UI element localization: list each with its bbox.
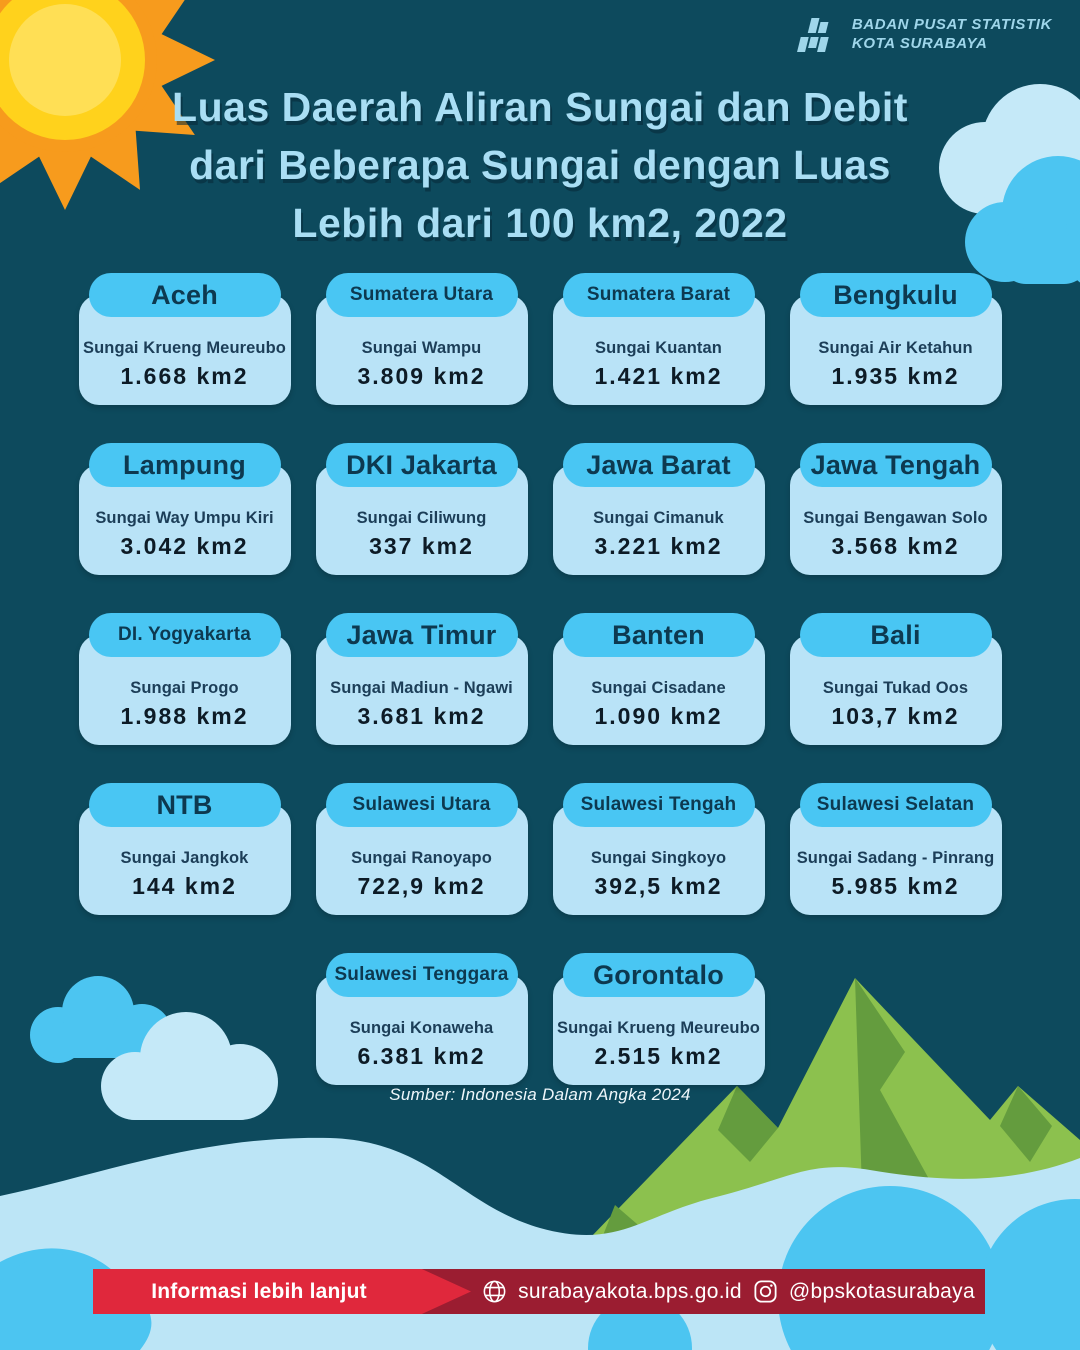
river-name: Sungai Way Umpu Kiri [95, 509, 274, 527]
river-name: Sungai Singkoyo [590, 849, 727, 867]
river-area-value: 1.935 km2 [831, 363, 960, 389]
river-area-value: 337 km2 [369, 533, 474, 559]
globe-icon [483, 1280, 506, 1303]
river-name: Sungai Krueng Meureubo [83, 339, 286, 357]
province-card: Sungai Cimanuk 3.221 km2 Jawa Barat [552, 443, 765, 575]
province-card: Sungai Konaweha 6.381 km2 Sulawesi Tenggar… [315, 953, 528, 1085]
river-area-value: 1.668 km2 [120, 363, 249, 389]
river-area-value: 3.042 km2 [120, 533, 249, 559]
river-area-value: 3.809 km2 [357, 363, 486, 389]
bps-logo-mark-icon [796, 18, 829, 52]
province-card: Sungai Madiun - Ngawi 3.681 km2 Jawa Timur [315, 613, 528, 745]
river-area-value: 392,5 km2 [594, 873, 723, 899]
river-area-value: 6.381 km2 [357, 1043, 486, 1069]
province-pill: Sulawesi Tengah [562, 783, 755, 827]
title-line-1: Luas Daerah Aliran Sungai dan Debit [172, 84, 908, 130]
river-name: Sungai Jangkok [120, 849, 249, 867]
river-area-value: 3.568 km2 [831, 533, 960, 559]
province-pill: Lampung [88, 443, 281, 487]
province-pill: DKI Jakarta [325, 443, 518, 487]
info-banner: Informasi lebih lanjut [93, 1269, 471, 1314]
title-line-2: dari Beberapa Sungai dengan Luas [189, 142, 891, 189]
province-pill: Sumatera Utara [325, 273, 518, 317]
river-area-value: 1.421 km2 [594, 363, 723, 389]
instagram-link[interactable]: @bpskotasurabaya [752, 1278, 975, 1305]
river-name: Sungai Ranoyapo [351, 849, 492, 867]
bps-logo: BADAN PUSAT STATISTIK KOTA SURABAYA [796, 16, 1052, 54]
province-card: Sungai Kuantan 1.421 km2 Sumatera Barat [552, 273, 765, 405]
province-pill: Jawa Barat [562, 443, 755, 487]
river-area-value: 722,9 km2 [357, 873, 486, 899]
river-name: Sungai Cimanuk [593, 509, 724, 527]
province-pill: Bali [799, 613, 992, 657]
river-name: Sungai Krueng Meureubo [557, 1019, 760, 1037]
website-label: surabayakota.bps.go.id [518, 1279, 742, 1303]
source-note: Sumber: Indonesia Dalam Angka 2024 [389, 1085, 691, 1104]
province-pill: Jawa Tengah [799, 443, 992, 487]
bps-logo-line2: KOTA SURABAYA [851, 35, 988, 52]
river-name: Sungai Kuantan [595, 339, 722, 357]
river-name: Sungai Cisadane [591, 679, 726, 697]
province-card: Sungai Bengawan Solo 3.568 km2 Jawa Tengah [789, 443, 1002, 575]
province-cards-grid: Sungai Krueng Meureubo 1.668 km2 Aceh Sunga… [78, 273, 1002, 1085]
river-area-value: 1.090 km2 [594, 703, 723, 729]
province-card: Sungai Tukad Oos 103,7 km2 Bali [789, 613, 1002, 745]
website-link[interactable]: surabayakota.bps.go.id [481, 1278, 742, 1305]
card-body: Sungai Cisadane 1.090 km2 [552, 635, 765, 745]
instagram-label: @bpskotasurabaya [788, 1279, 975, 1303]
province-pill: Gorontalo [562, 953, 755, 997]
river-name: Sungai Tukad Oos [822, 679, 969, 697]
cloud-top-right-icon [939, 84, 1080, 284]
province-pill: Sulawesi Selatan [799, 783, 992, 827]
province-card: Sungai Jangkok 144 km2 NTB [78, 783, 291, 915]
bps-logo-line1: BADAN PUSAT STATISTIK [851, 16, 1052, 34]
province-pill: Bengkulu [799, 273, 992, 317]
river-name: Sungai Ciliwung [356, 509, 487, 527]
province-card: Sungai Krueng Meureubo 1.668 km2 Aceh [78, 273, 291, 405]
province-pill: Sumatera Barat [562, 273, 755, 317]
province-card: Sungai Ciliwung 337 km2 DKI Jakarta [315, 443, 528, 575]
province-card: Sungai Air Ketahun 1.935 km2 Bengkulu [789, 273, 1002, 405]
province-pill: Jawa Timur [325, 613, 518, 657]
province-card: Sungai Krueng Meureubo 2.515 km2 Gorontalo [552, 953, 765, 1085]
province-card: Sungai Singkoyo 392,5 km2 Sulawesi Tengah [552, 783, 765, 915]
title-line-3: Lebih dari 100 km2, 2022 [292, 200, 788, 247]
province-card: Sungai Progo 1.988 km2 DI. Yogyakarta [78, 613, 291, 745]
province-pill: Sulawesi Tenggara [325, 953, 518, 997]
river-area-value: 1.988 km2 [120, 703, 249, 729]
cloud-bottom-left-icon [30, 976, 278, 1120]
footer-links: surabayakota.bps.go.id @bpskotasurabaya [471, 1278, 985, 1305]
river-name: Sungai Sadang - Pinrang [796, 849, 995, 867]
province-pill: NTB [88, 783, 281, 827]
river-area-value: 5.985 km2 [831, 873, 960, 899]
river-name: Sungai Air Ketahun [818, 339, 973, 357]
province-pill: Sulawesi Utara [325, 783, 518, 827]
river-name: Sungai Bengawan Solo [803, 509, 988, 527]
province-card: Sungai Cisadane 1.090 km2 Banten [552, 613, 765, 745]
river-area-value: 3.681 km2 [357, 703, 486, 729]
province-pill: Banten [562, 613, 755, 657]
river-name: Sungai Wampu [361, 339, 482, 357]
river-name: Sungai Madiun - Ngawi [330, 679, 513, 697]
province-card: Sungai Wampu 3.809 km2 Sumatera Utara [315, 273, 528, 405]
bps-logo-text: BADAN PUSAT STATISTIK KOTA SURABAYA [852, 16, 1052, 54]
river-area-value: 144 km2 [132, 873, 237, 899]
page-title: Luas Daerah Aliran Sungai dan Debit dari… [0, 78, 1080, 253]
province-pill: DI. Yogyakarta [88, 613, 281, 657]
province-card: Sungai Way Umpu Kiri 3.042 km2 Lampung [78, 443, 291, 575]
river-area-value: 2.515 km2 [594, 1043, 723, 1069]
footer-bar: Informasi lebih lanjut surabayakota.bps.… [93, 1269, 985, 1314]
river-name: Sungai Progo [130, 679, 239, 697]
instagram-icon [754, 1280, 777, 1303]
province-card: Sungai Ranoyapo 722,9 km2 Sulawesi Utara [315, 783, 528, 915]
province-card: Sungai Sadang - Pinrang 5.985 km2 Sulawesi… [789, 783, 1002, 915]
river-name: Sungai Konaweha [349, 1019, 494, 1037]
province-pill: Aceh [88, 273, 281, 317]
river-area-value: 3.221 km2 [594, 533, 723, 559]
river-area-value: 103,7 km2 [831, 703, 960, 729]
sun-icon [0, 0, 215, 210]
